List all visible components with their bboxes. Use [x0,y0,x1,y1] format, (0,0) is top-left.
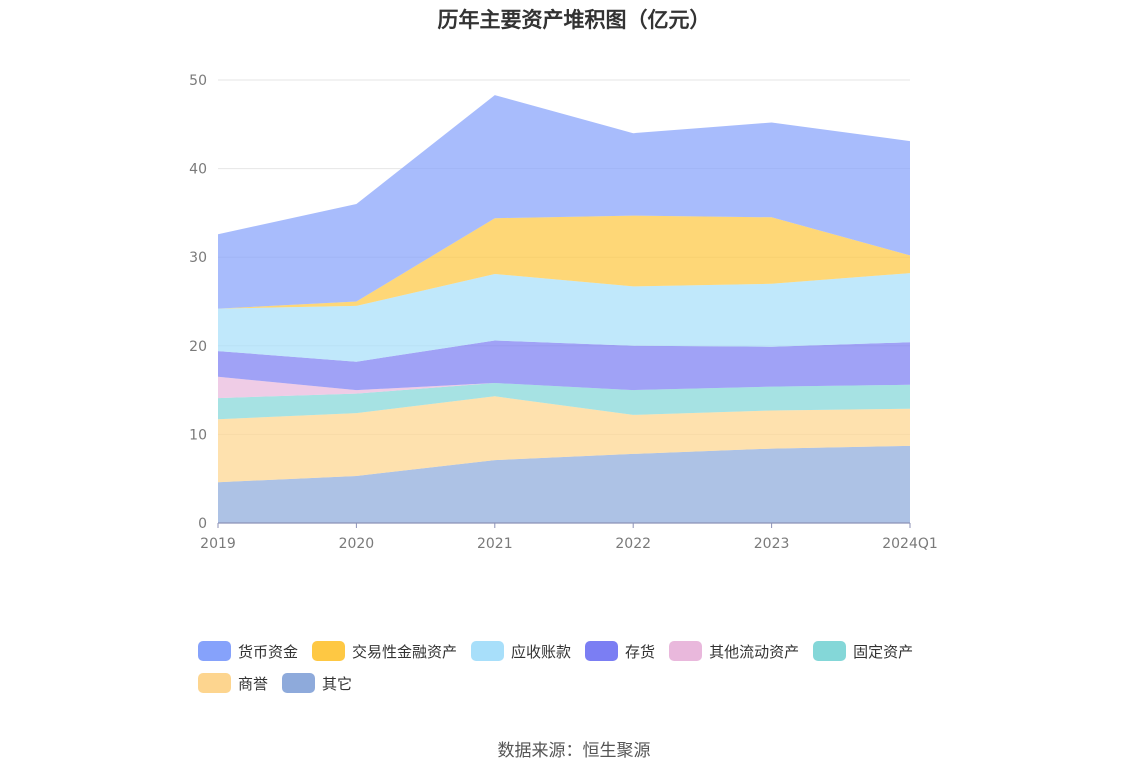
x-tick-label: 2024Q1 [882,536,938,552]
legend-swatch [669,641,703,661]
y-tick-label: 40 [189,162,207,178]
y-tick-label: 10 [189,427,207,443]
legend-label: 应收账款 [511,642,572,661]
legend-item[interactable]: 商誉 [198,670,268,696]
legend-item[interactable]: 固定资产 [813,638,913,664]
y-tick-label: 50 [189,73,207,89]
legend-swatch [312,641,346,661]
legend-item[interactable]: 货币资金 [198,638,298,664]
chart-title: 历年主要资产堆积图（亿元） [437,8,711,32]
legend-item[interactable]: 存货 [585,638,655,664]
area-series-交易性金融资产 [218,215,910,309]
legend-swatch [282,673,316,693]
legend-label: 货币资金 [238,642,299,661]
area-series-其它 [218,445,910,523]
legend-label: 其他流动资产 [709,642,800,661]
x-tick-label: 2023 [754,536,790,552]
y-tick-label: 0 [198,516,207,532]
area-series-商誉 [218,396,910,483]
area-series [218,95,910,523]
legend-swatch [198,641,231,661]
legend: 货币资金 交易性金融资产 应收账款 存货 其他流动资产 固定资产商誉 其它 [198,638,968,702]
legend-item[interactable]: 应收账款 [471,638,571,664]
legend-label: 商誉 [238,674,269,693]
y-tick-label: 30 [189,250,207,266]
legend-label: 交易性金融资产 [352,642,458,661]
legend-item[interactable]: 其他流动资产 [669,638,799,664]
y-axis-tick-labels: 0 10 20 30 40 50 [189,73,207,532]
x-tick-label: 2019 [200,536,236,552]
area-series-货币资金 [218,95,910,309]
legend-swatch [471,641,505,661]
legend-label: 存货 [625,642,656,661]
axes [217,522,911,528]
x-tick-label: 2022 [615,536,651,552]
x-tick-label: 2020 [339,536,375,552]
area-series-存货 [218,340,910,391]
legend-item[interactable]: 交易性金融资产 [312,638,457,664]
x-tick-label: 2021 [477,536,513,552]
legend-item[interactable]: 其它 [282,670,352,696]
source-note: 数据来源：恒生聚源 [497,741,651,761]
legend-label: 固定资产 [853,642,914,661]
stacked-area-chart: 0 10 20 30 40 50 2019 2020 2021 2022 2023 2024Q1 [189,73,938,552]
legend-swatch [198,673,231,693]
area-series-固定资产 [218,383,910,420]
x-axis-tick-labels: 2019 2020 2021 2022 2023 2024Q1 [200,536,938,552]
area-series-应收账款 [218,273,910,362]
legend-swatch [585,641,619,661]
legend-swatch [813,641,847,661]
y-tick-label: 20 [189,339,207,355]
legend-label: 其它 [322,674,353,693]
